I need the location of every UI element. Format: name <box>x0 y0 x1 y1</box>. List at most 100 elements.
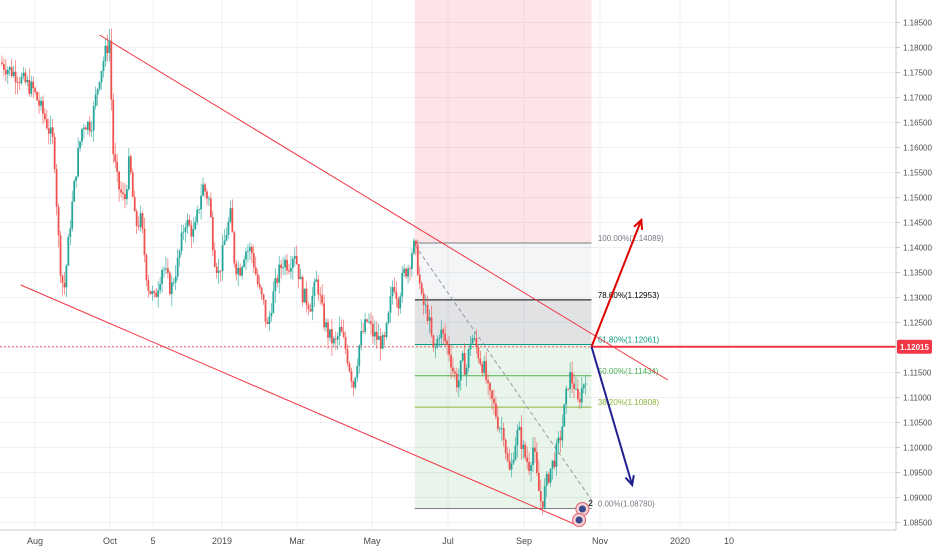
candle-body <box>124 194 126 200</box>
candle-body <box>555 443 558 467</box>
candle-body <box>96 89 99 95</box>
x-tick-label: 2020 <box>670 536 690 546</box>
candle-body <box>49 127 52 134</box>
x-tick-label: 10 <box>724 536 734 546</box>
candle-body <box>42 100 44 114</box>
candle-body <box>295 256 298 264</box>
candle-body <box>126 189 128 200</box>
candle-body <box>38 100 40 106</box>
candle-body <box>559 437 562 441</box>
candle-body <box>211 216 214 251</box>
candle-body <box>98 82 101 90</box>
candle-body <box>14 71 17 83</box>
candle-body <box>288 270 290 272</box>
y-tick-label: 1.18000 <box>903 44 932 53</box>
y-tick-label: 1.08500 <box>903 519 932 528</box>
candle-body <box>510 463 513 470</box>
fib-level-label: 61.80%(1.12061) <box>598 335 660 344</box>
candle-body <box>420 283 423 294</box>
candle-body <box>170 282 173 295</box>
candle-body <box>219 270 222 272</box>
candle-body <box>414 240 417 245</box>
candle-body <box>455 373 458 388</box>
candle-body <box>112 99 115 155</box>
candle-body <box>141 213 144 229</box>
candle-body <box>463 353 466 375</box>
y-tick-label: 1.13000 <box>903 294 932 303</box>
candle-body <box>471 338 474 344</box>
candle-body <box>541 501 544 508</box>
candle-body <box>327 322 329 338</box>
candle-body <box>584 383 587 385</box>
candle-body <box>32 81 35 89</box>
projection-arrows <box>590 217 644 488</box>
candle-body <box>153 291 156 293</box>
candle-body <box>178 250 181 258</box>
candle-body <box>278 264 281 283</box>
candle-body <box>348 363 351 372</box>
y-tick-label: 1.13500 <box>903 269 932 278</box>
candle-body <box>489 383 491 391</box>
x-tick-label: Aug <box>27 536 43 546</box>
candle-body <box>188 219 191 226</box>
candle-body <box>467 349 470 368</box>
candle-body <box>409 268 411 270</box>
candle-body <box>258 284 261 288</box>
candle-body <box>135 211 138 226</box>
candle-body <box>545 474 548 486</box>
candle-body <box>198 209 201 211</box>
candle-body <box>63 282 66 288</box>
candle-body <box>102 61 105 72</box>
candle-body <box>366 319 368 322</box>
candle-body <box>282 267 284 269</box>
y-tick-label: 1.15500 <box>903 169 932 178</box>
candle-body <box>6 69 9 75</box>
candle-body <box>290 268 292 272</box>
candle-body <box>133 196 136 212</box>
candle-body <box>161 270 163 284</box>
candle-body <box>260 287 263 295</box>
current-price-badge <box>897 339 932 354</box>
candle-body <box>71 201 74 229</box>
candle-body <box>534 447 536 452</box>
candle-body <box>416 244 419 275</box>
candle-body <box>506 453 509 461</box>
candle-body <box>372 323 374 337</box>
candle-body <box>204 184 206 192</box>
candle-body <box>65 265 68 288</box>
candle-body <box>291 258 294 269</box>
candle-body <box>79 141 81 149</box>
x-tick-label: 5 <box>150 536 155 546</box>
candle-body <box>319 294 322 296</box>
candle-body <box>28 79 31 94</box>
candle-body <box>67 236 70 266</box>
candle-body <box>549 468 552 483</box>
candle-body <box>432 335 435 348</box>
candle-body <box>399 296 402 309</box>
candle-body <box>571 372 573 384</box>
candle-body <box>537 472 540 491</box>
candle-body <box>448 344 450 355</box>
fib-level-label: 38.20%(1.10808) <box>598 398 660 407</box>
candle-body <box>34 88 37 93</box>
candle-body <box>108 40 111 54</box>
candle-body <box>500 427 503 429</box>
candle-body <box>342 331 345 337</box>
candle-body <box>69 228 72 237</box>
candle-body <box>1 62 3 65</box>
candle-body <box>532 447 534 466</box>
candle-body <box>90 130 93 132</box>
y-tick-label: 1.11500 <box>903 369 932 378</box>
candle-body <box>512 459 515 464</box>
fib-level-label: 50.00%(1.11434) <box>598 367 659 376</box>
candle-body <box>405 268 407 277</box>
candle-body <box>200 195 202 210</box>
candle-body <box>40 100 42 106</box>
candle-body <box>436 338 439 348</box>
candle-body <box>438 338 441 339</box>
candle-body <box>536 451 538 473</box>
candle-body <box>172 282 175 284</box>
